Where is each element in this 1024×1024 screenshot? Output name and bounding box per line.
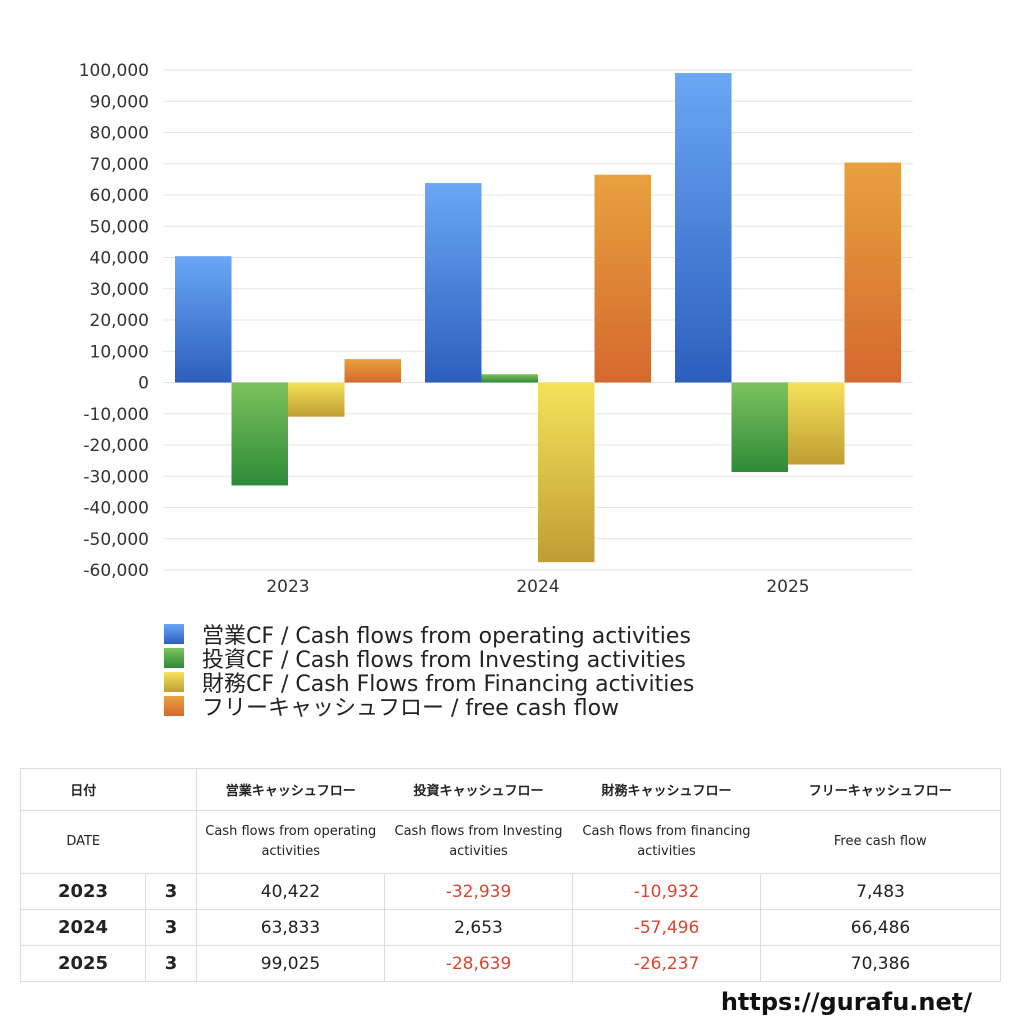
row-financing: -57,496 xyxy=(572,909,761,946)
header-investing-en: Cash flows from Investing activities xyxy=(384,810,573,874)
y-tick-label: 60,000 xyxy=(90,186,149,206)
y-tick-label: 10,000 xyxy=(90,342,149,362)
bar xyxy=(844,162,901,383)
bar xyxy=(675,73,732,383)
y-tick-label: 90,000 xyxy=(90,92,149,112)
legend-item-financing: 財務CF / Cash Flows from Financing activit… xyxy=(164,670,694,697)
header-blank-ja xyxy=(145,768,197,811)
legend-item-investing: 投資CF / Cash flows from Investing activit… xyxy=(164,646,694,673)
site-url[interactable]: https://gurafu.net/ xyxy=(720,988,972,1016)
bars xyxy=(175,73,901,563)
y-tick-label: 80,000 xyxy=(90,124,149,144)
bar xyxy=(788,382,845,465)
y-tick-label: 0 xyxy=(138,374,149,394)
cash-flow-chart: 100,000 90,000 80,000 70,000 60,000 50,000 40,… xyxy=(79,61,913,597)
row-fcf: 7,483 xyxy=(760,873,1001,910)
y-tick-label: 50,000 xyxy=(90,217,149,237)
legend: 営業CF / Cash flows from operating activit… xyxy=(164,622,694,721)
bar xyxy=(731,382,788,472)
row-year: 2024 xyxy=(20,909,146,946)
y-tick-label: -60,000 xyxy=(83,561,149,581)
row-investing: 2,653 xyxy=(384,909,573,946)
legend-label-operating: 営業CF / Cash flows from operating activit… xyxy=(202,624,691,649)
header-date-en: DATE xyxy=(20,810,146,874)
header-fcf-ja: フリーキャッシュフロー xyxy=(760,768,1001,811)
table-row: 2023 3 40,422 -32,939 -10,932 7,483 xyxy=(20,873,1001,910)
y-tick-label: 20,000 xyxy=(90,311,149,331)
legend-label-free-cash-flow: フリーキャッシュフロー / free cash flow xyxy=(202,696,620,721)
bar xyxy=(594,174,651,383)
header-operating-en: Cash flows from operating activities xyxy=(196,810,385,874)
y-tick-label: -30,000 xyxy=(83,467,149,487)
bar xyxy=(344,359,401,383)
row-month: 3 xyxy=(145,873,197,910)
y-tick-label: 70,000 xyxy=(90,155,149,175)
x-tick-label: 2023 xyxy=(266,577,309,597)
legend-swatch-free-cash-flow xyxy=(164,696,184,716)
row-operating: 99,025 xyxy=(196,945,385,982)
row-operating: 40,422 xyxy=(196,873,385,910)
x-tick-label: 2024 xyxy=(516,577,559,597)
y-tick-label: 40,000 xyxy=(90,249,149,269)
legend-label-financing: 財務CF / Cash Flows from Financing activit… xyxy=(202,672,695,697)
row-month: 3 xyxy=(145,945,197,982)
header-financing-ja: 財務キャッシュフロー xyxy=(572,768,761,811)
table-header-en: DATE Cash flows from operating activitie… xyxy=(20,810,1001,874)
header-operating-ja: 営業キャッシュフロー xyxy=(196,768,385,811)
row-year: 2023 xyxy=(20,873,146,910)
y-tick-label: -10,000 xyxy=(83,405,149,425)
row-investing: -32,939 xyxy=(384,873,573,910)
row-fcf: 66,486 xyxy=(760,909,1001,946)
bar xyxy=(538,382,595,563)
row-operating: 63,833 xyxy=(196,909,385,946)
x-tick-label: 2025 xyxy=(766,577,809,597)
bar xyxy=(481,374,538,383)
header-blank-en xyxy=(145,810,197,874)
x-axis-ticks: 2023 2024 2025 xyxy=(266,577,809,597)
header-date-ja: 日付 xyxy=(20,768,146,811)
row-financing: -10,932 xyxy=(572,873,761,910)
cash-flow-table: 日付 営業キャッシュフロー 投資キャッシュフロー 財務キャッシュフロー フリーキ… xyxy=(20,768,1001,982)
y-tick-label: 30,000 xyxy=(90,280,149,300)
legend-item-operating: 営業CF / Cash flows from operating activit… xyxy=(164,622,694,649)
table-header-ja: 日付 営業キャッシュフロー 投資キャッシュフロー 財務キャッシュフロー フリーキ… xyxy=(20,768,1001,811)
y-tick-label: -50,000 xyxy=(83,530,149,550)
legend-swatch-financing xyxy=(164,672,184,692)
y-axis-ticks: 100,000 90,000 80,000 70,000 60,000 50,000 40,… xyxy=(79,61,149,581)
legend-item-free-cash-flow: フリーキャッシュフロー / free cash flow xyxy=(164,694,694,721)
y-tick-label: -20,000 xyxy=(83,436,149,456)
row-month: 3 xyxy=(145,909,197,946)
header-financing-en: Cash flows from financing activities xyxy=(572,810,761,874)
bar xyxy=(231,382,288,486)
legend-swatch-investing xyxy=(164,648,184,668)
table-row: 2025 3 99,025 -28,639 -26,237 70,386 xyxy=(20,945,1001,982)
legend-swatch-operating xyxy=(164,624,184,644)
row-year: 2025 xyxy=(20,945,146,982)
row-fcf: 70,386 xyxy=(760,945,1001,982)
row-financing: -26,237 xyxy=(572,945,761,982)
row-investing: -28,639 xyxy=(384,945,573,982)
bar xyxy=(175,256,232,383)
header-fcf-en: Free cash flow xyxy=(760,810,1001,874)
header-investing-ja: 投資キャッシュフロー xyxy=(384,768,573,811)
bar xyxy=(425,183,482,383)
y-tick-label: -40,000 xyxy=(83,499,149,519)
y-tick-label: 100,000 xyxy=(79,61,149,81)
legend-label-investing: 投資CF / Cash flows from Investing activit… xyxy=(202,648,686,673)
table-row: 2024 3 63,833 2,653 -57,496 66,486 xyxy=(20,909,1001,946)
bar xyxy=(288,382,345,417)
